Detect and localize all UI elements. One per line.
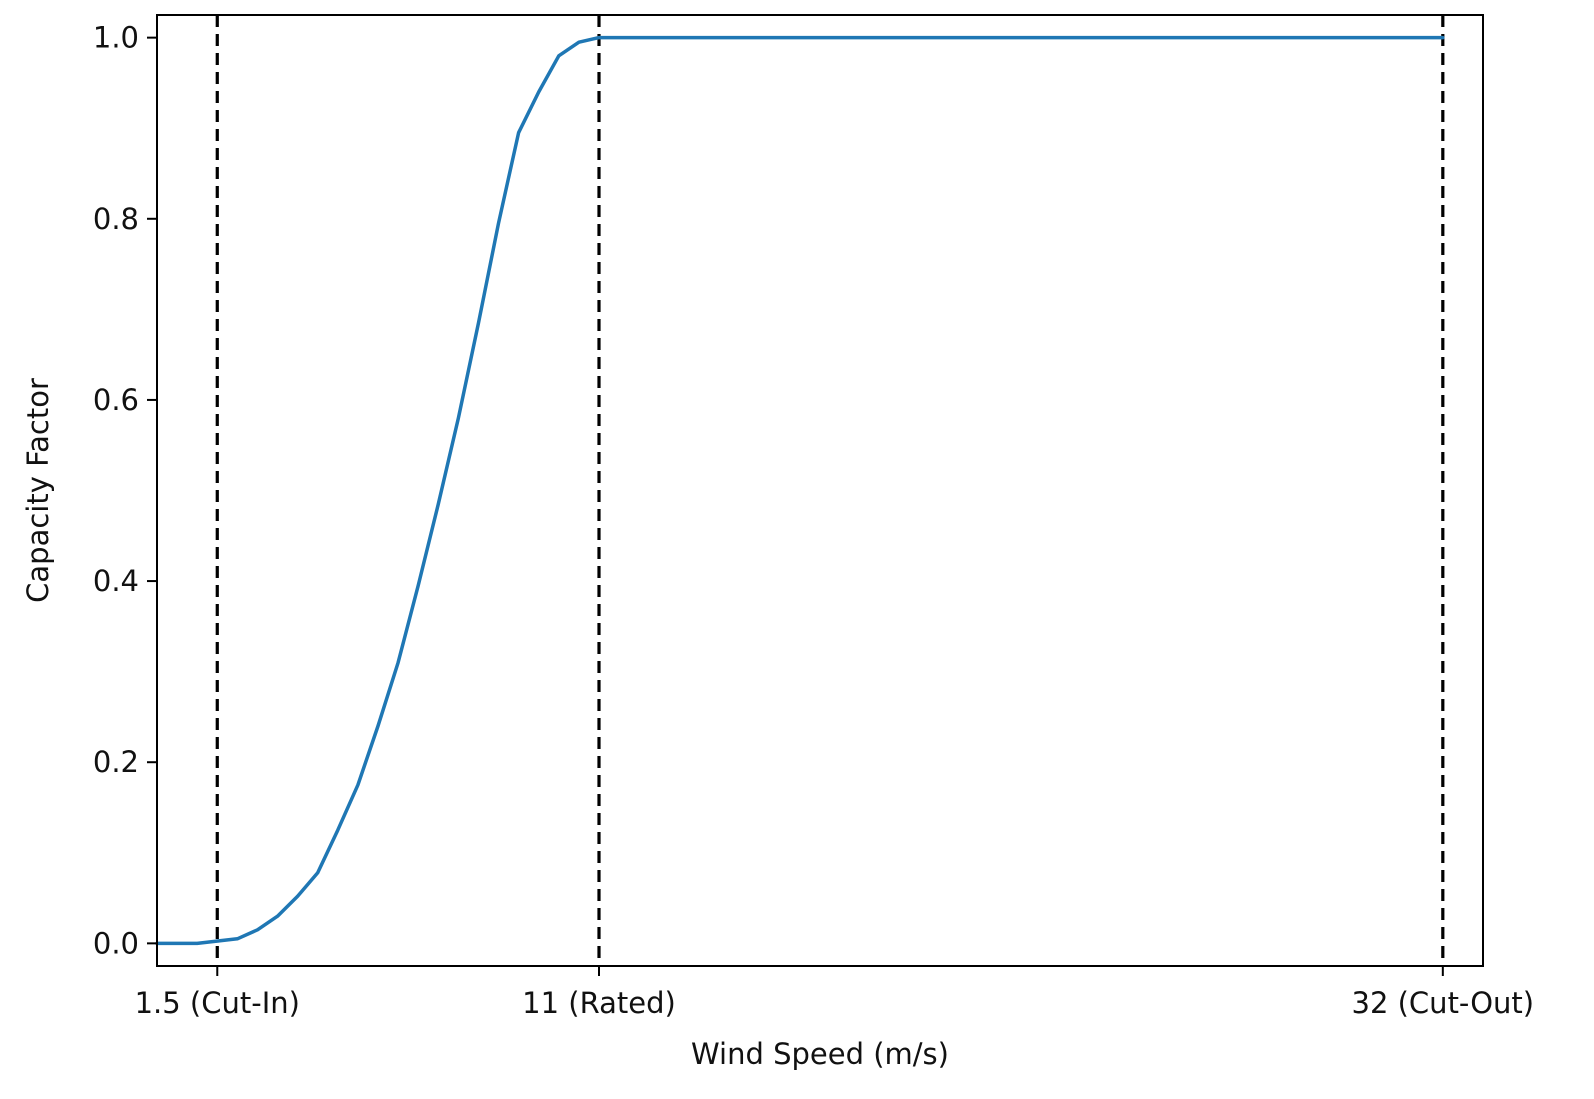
reference-lines	[215, 15, 1445, 966]
x-axis-title: Wind Speed (m/s)	[691, 1037, 949, 1071]
y-axis-ticks: 0.0 0.2 0.4 0.6 0.8 1.0	[93, 21, 157, 960]
y-tick-label-1: 0.2	[93, 745, 139, 779]
plot-frame	[156, 14, 1484, 967]
y-tick-label-4: 0.8	[93, 202, 139, 236]
y-tick-label-0: 0.0	[93, 926, 139, 960]
series-layer	[155, 35, 1445, 946]
x-tick-label-1: 11 (Rated)	[522, 986, 676, 1020]
y-tick-label-2: 0.4	[93, 564, 139, 598]
y-tick-label-3: 0.6	[93, 383, 139, 417]
x-axis-ticks: 1.5 (Cut-In) 11 (Rated) 32 (Cut-Out)	[135, 966, 1535, 1020]
series-line-0	[155, 35, 1445, 946]
x-tick-label-0: 1.5 (Cut-In)	[135, 986, 300, 1020]
x-tick-label-2: 32 (Cut-Out)	[1352, 986, 1535, 1020]
y-tick-label-5: 1.0	[93, 21, 139, 55]
y-axis-title: Capacity Factor	[21, 378, 55, 603]
